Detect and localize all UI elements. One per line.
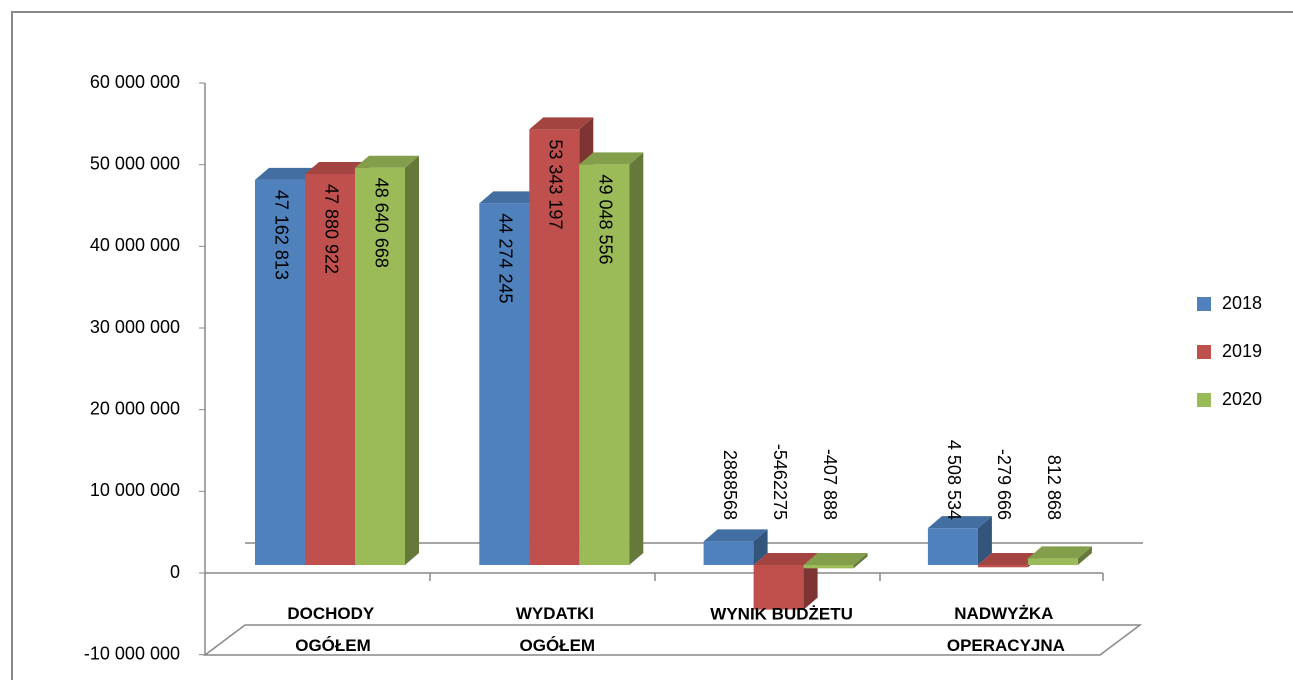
bar-front bbox=[579, 164, 630, 565]
legend-label: 2018 bbox=[1222, 293, 1262, 313]
legend-label: 2019 bbox=[1222, 341, 1262, 361]
bar-top bbox=[479, 191, 544, 204]
value-label: -279 666 bbox=[994, 449, 1014, 520]
y-tick-label: 50 000 000 bbox=[90, 153, 180, 173]
x-tick-label: NADWYŻKA OPERACYJNA bbox=[947, 604, 1065, 655]
x-tick-label: DOCHODY OGÓŁEM bbox=[287, 604, 378, 655]
bar-front bbox=[255, 179, 305, 565]
value-label: 47 162 813 bbox=[271, 190, 291, 280]
bar-top bbox=[977, 553, 1042, 565]
bar-top bbox=[753, 553, 818, 565]
bar-front bbox=[803, 565, 854, 569]
value-label: 44 274 245 bbox=[496, 213, 516, 303]
value-label: 2888568 bbox=[720, 450, 740, 520]
bar-front bbox=[305, 173, 355, 565]
value-label: -407 888 bbox=[820, 449, 840, 520]
bar-front bbox=[753, 565, 804, 610]
bar-top bbox=[305, 161, 369, 174]
legend-label: 2020 bbox=[1222, 389, 1262, 409]
bar-side bbox=[853, 553, 868, 569]
legend-key bbox=[1197, 345, 1211, 359]
value-label: 4 508 534 bbox=[944, 440, 964, 520]
bar-front bbox=[703, 541, 754, 565]
value-label: 48 640 668 bbox=[371, 178, 391, 268]
bar-top bbox=[927, 516, 992, 529]
bar-top bbox=[1027, 546, 1092, 559]
bar-front bbox=[927, 528, 978, 565]
legend-key bbox=[1197, 393, 1211, 407]
y-tick-label: 60 000 000 bbox=[90, 72, 180, 92]
bar-front bbox=[529, 129, 580, 565]
y-tick-label: 20 000 000 bbox=[90, 398, 180, 418]
bar-front bbox=[977, 565, 1028, 568]
bar-top bbox=[255, 167, 319, 180]
bar-front bbox=[479, 203, 530, 565]
value-label: 53 343 197 bbox=[546, 139, 566, 229]
bar-top bbox=[703, 529, 768, 542]
legend-key bbox=[1197, 297, 1211, 311]
bar-side bbox=[753, 529, 768, 565]
bar-front bbox=[355, 167, 405, 565]
value-label: 47 880 922 bbox=[321, 184, 341, 274]
x-tick-label: WYNIK BUDŻETU bbox=[710, 604, 853, 623]
y-tick-label: 10 000 000 bbox=[90, 480, 180, 500]
value-label: -5462275 bbox=[770, 444, 790, 520]
bar-top bbox=[529, 117, 594, 130]
bar-side bbox=[629, 152, 644, 565]
bar-front bbox=[1027, 558, 1078, 565]
y-tick-label: 0 bbox=[170, 562, 180, 582]
floor bbox=[202, 624, 1143, 656]
bar-top bbox=[579, 152, 644, 165]
bar-side bbox=[977, 516, 992, 565]
bar-side bbox=[405, 155, 419, 565]
y-tick-label: -10 000 000 bbox=[84, 643, 180, 663]
frame bbox=[11, 11, 1293, 680]
y-tick-label: 40 000 000 bbox=[90, 235, 180, 255]
bar-top bbox=[803, 553, 868, 565]
bar-side bbox=[1077, 546, 1092, 565]
x-tick-label: WYDATKI OGÓŁEM bbox=[516, 604, 599, 655]
bar-top bbox=[355, 155, 419, 168]
value-label: 49 048 556 bbox=[596, 174, 616, 264]
value-label: 812 868 bbox=[1044, 455, 1064, 520]
y-tick-label: 30 000 000 bbox=[90, 317, 180, 337]
